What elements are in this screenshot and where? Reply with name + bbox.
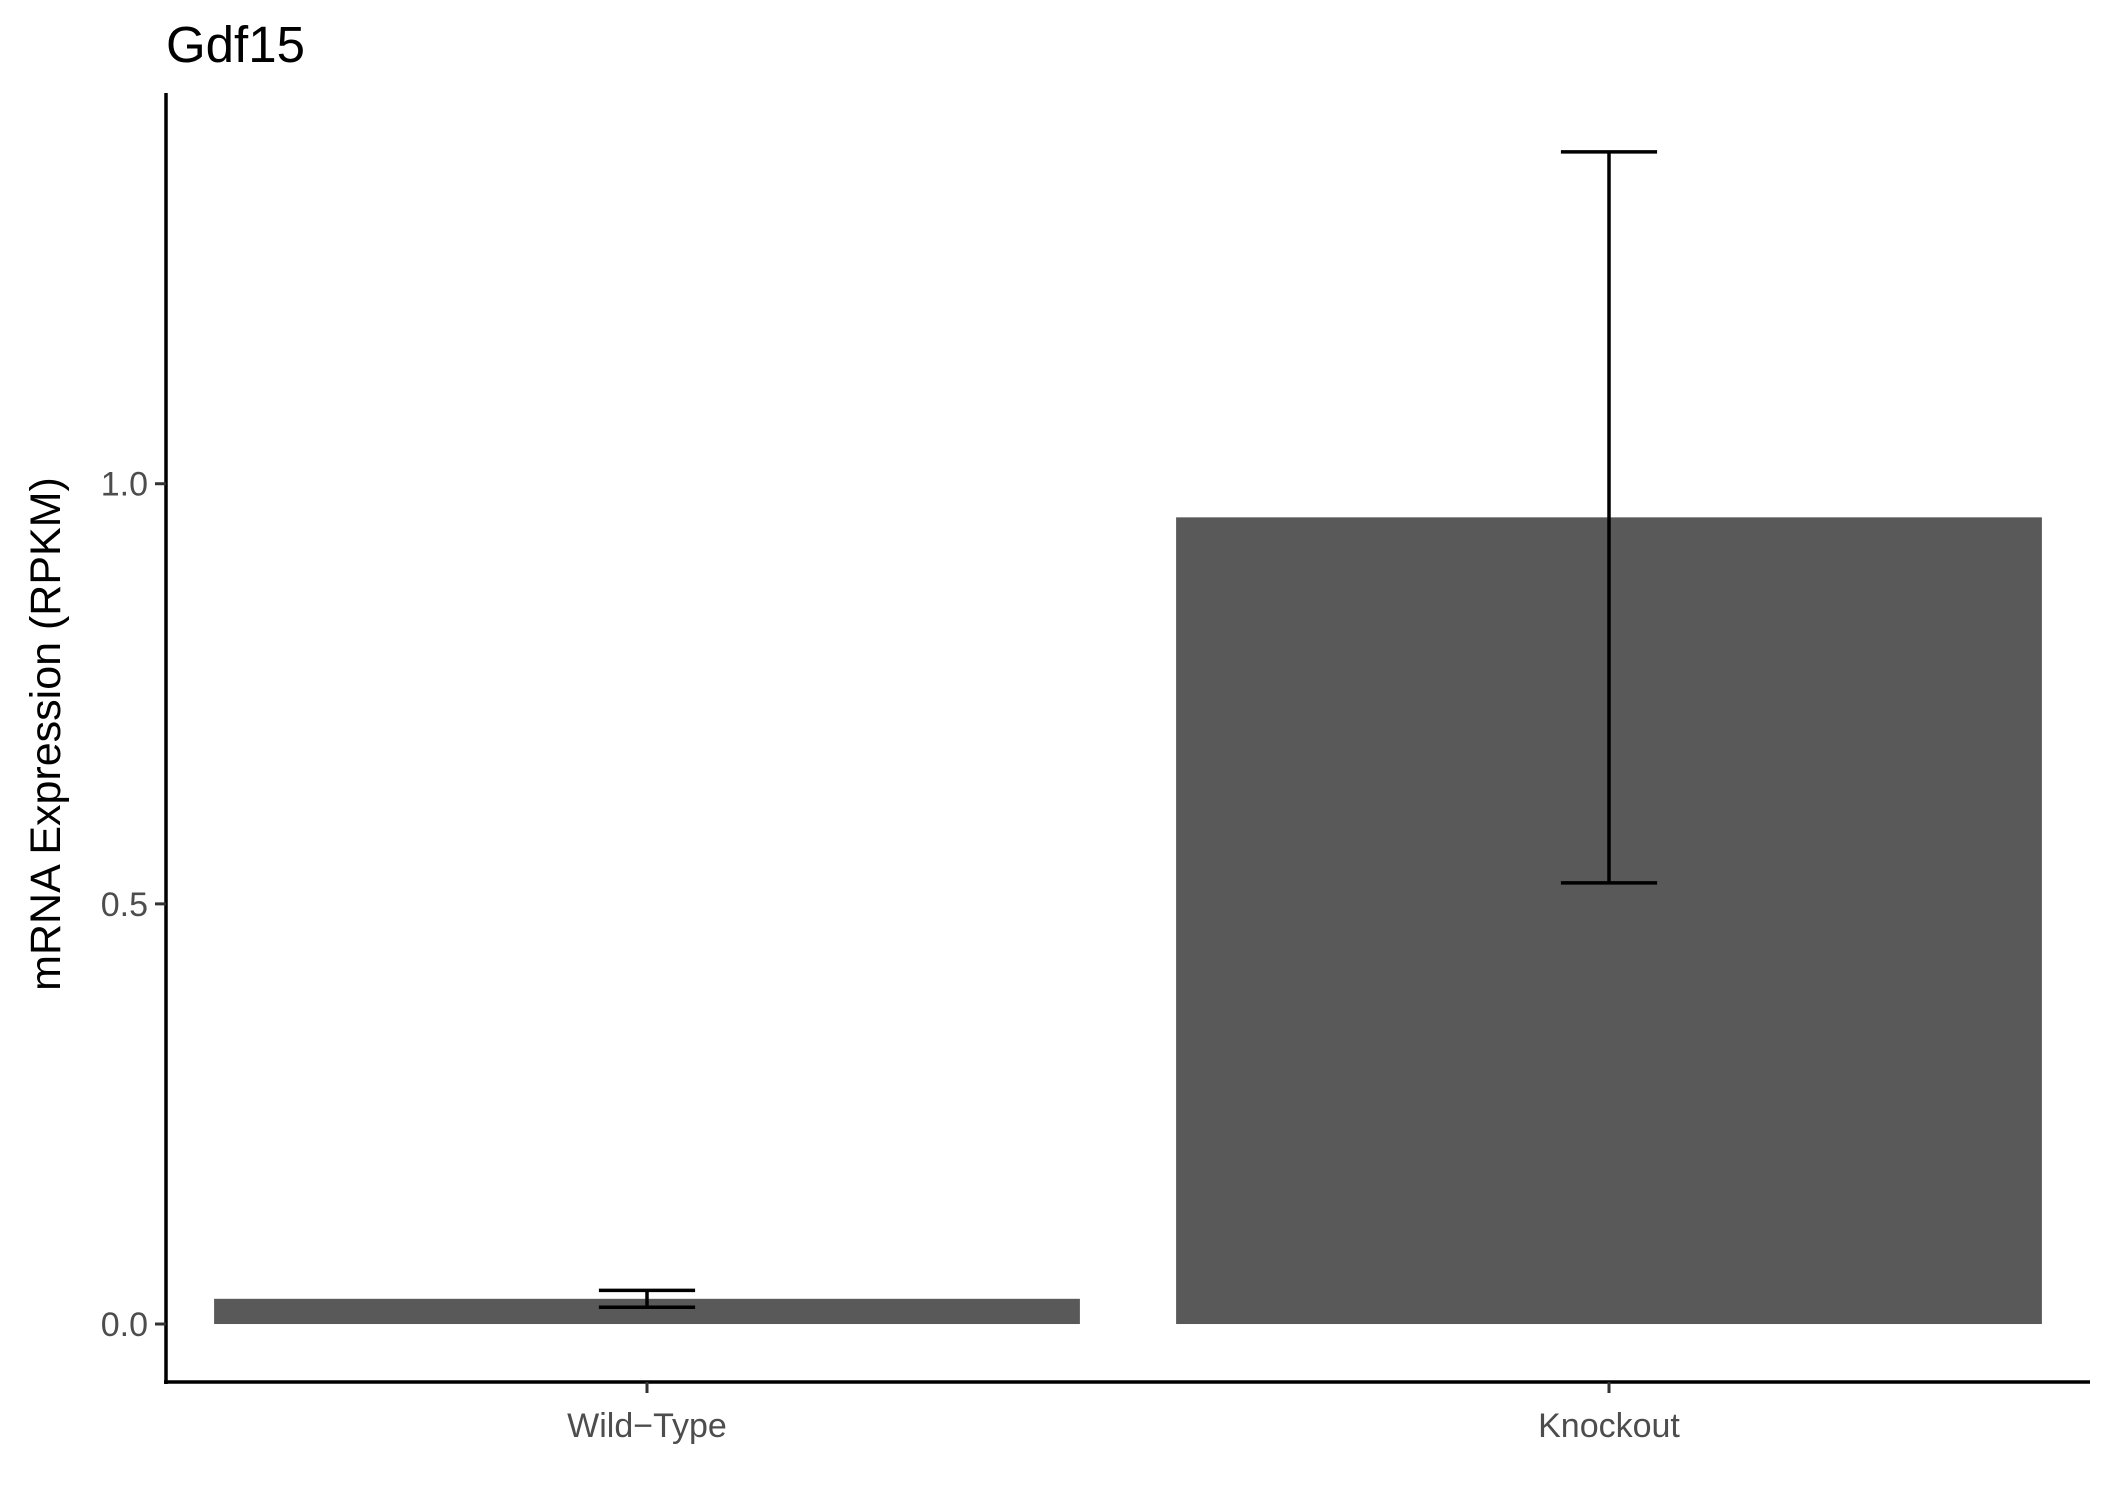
error-bar-0 bbox=[598, 1288, 696, 1309]
plot-area bbox=[214, 150, 2042, 1325]
y-tick-label: 0.0 bbox=[101, 1306, 148, 1344]
x-tick-label: Knockout bbox=[1538, 1407, 1680, 1445]
error-bar-1 bbox=[1560, 150, 1658, 885]
y-tick-label: 0.5 bbox=[101, 886, 148, 924]
chart-title: Gdf15 bbox=[166, 16, 305, 73]
y-axis-label: mRNA Expression (RPKM) bbox=[22, 477, 70, 991]
y-tick-label: 1.0 bbox=[101, 466, 148, 504]
axes: 0.0 0.5 1.0 Wild−Type Knockout bbox=[101, 466, 1681, 1445]
x-tick-label: Wild−Type bbox=[567, 1407, 727, 1445]
